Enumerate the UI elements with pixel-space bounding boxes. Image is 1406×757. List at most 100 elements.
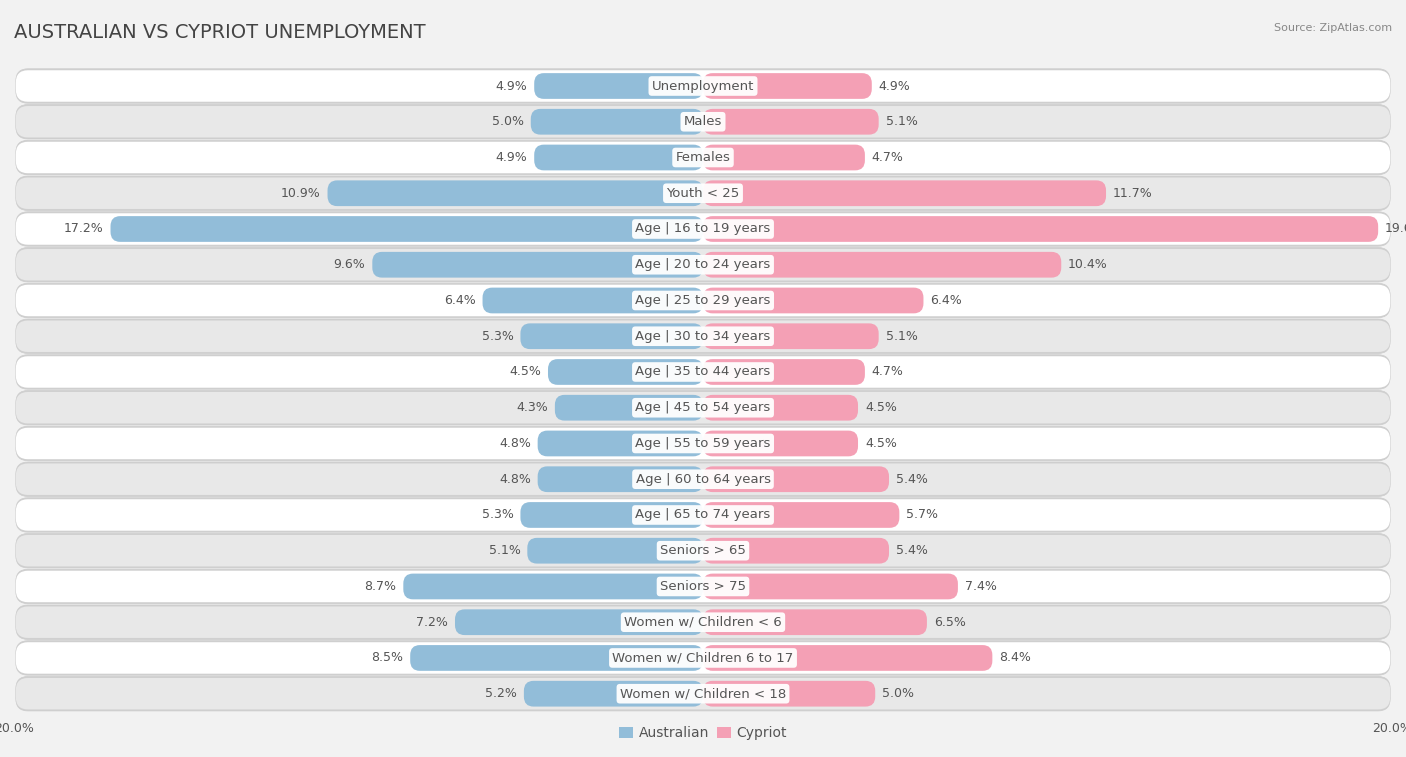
FancyBboxPatch shape — [15, 355, 1391, 389]
Text: 5.0%: 5.0% — [882, 687, 914, 700]
Text: Age | 20 to 24 years: Age | 20 to 24 years — [636, 258, 770, 271]
FancyBboxPatch shape — [703, 252, 1062, 278]
Text: 11.7%: 11.7% — [1114, 187, 1153, 200]
FancyBboxPatch shape — [703, 180, 1107, 206]
Text: 4.9%: 4.9% — [495, 151, 527, 164]
Text: 8.7%: 8.7% — [364, 580, 396, 593]
Text: Age | 45 to 54 years: Age | 45 to 54 years — [636, 401, 770, 414]
FancyBboxPatch shape — [703, 609, 927, 635]
FancyBboxPatch shape — [555, 395, 703, 421]
FancyBboxPatch shape — [15, 213, 1391, 245]
FancyBboxPatch shape — [703, 109, 879, 135]
Text: 5.3%: 5.3% — [482, 330, 513, 343]
FancyBboxPatch shape — [15, 285, 1391, 316]
Text: 5.2%: 5.2% — [485, 687, 517, 700]
FancyBboxPatch shape — [15, 571, 1391, 603]
FancyBboxPatch shape — [15, 319, 1391, 354]
FancyBboxPatch shape — [15, 500, 1391, 531]
FancyBboxPatch shape — [703, 645, 993, 671]
FancyBboxPatch shape — [15, 392, 1391, 423]
FancyBboxPatch shape — [15, 248, 1391, 282]
FancyBboxPatch shape — [456, 609, 703, 635]
FancyBboxPatch shape — [15, 569, 1391, 603]
FancyBboxPatch shape — [703, 681, 875, 706]
Text: 4.8%: 4.8% — [499, 437, 531, 450]
Text: 5.1%: 5.1% — [488, 544, 520, 557]
Text: 4.9%: 4.9% — [879, 79, 911, 92]
FancyBboxPatch shape — [534, 73, 703, 99]
Text: 5.0%: 5.0% — [492, 115, 524, 128]
FancyBboxPatch shape — [15, 357, 1391, 388]
Text: AUSTRALIAN VS CYPRIOT UNEMPLOYMENT: AUSTRALIAN VS CYPRIOT UNEMPLOYMENT — [14, 23, 426, 42]
FancyBboxPatch shape — [703, 431, 858, 456]
FancyBboxPatch shape — [703, 574, 957, 600]
Text: 4.5%: 4.5% — [865, 401, 897, 414]
FancyBboxPatch shape — [15, 106, 1391, 138]
Text: 4.8%: 4.8% — [499, 472, 531, 486]
Text: 4.3%: 4.3% — [516, 401, 548, 414]
FancyBboxPatch shape — [527, 538, 703, 563]
Text: Seniors > 75: Seniors > 75 — [659, 580, 747, 593]
FancyBboxPatch shape — [15, 283, 1391, 318]
FancyBboxPatch shape — [531, 109, 703, 135]
FancyBboxPatch shape — [520, 323, 703, 349]
Legend: Australian, Cypriot: Australian, Cypriot — [619, 726, 787, 740]
FancyBboxPatch shape — [15, 498, 1391, 532]
Text: 6.4%: 6.4% — [444, 294, 475, 307]
Text: 8.5%: 8.5% — [371, 652, 404, 665]
FancyBboxPatch shape — [703, 145, 865, 170]
FancyBboxPatch shape — [15, 249, 1391, 281]
Text: Source: ZipAtlas.com: Source: ZipAtlas.com — [1274, 23, 1392, 33]
FancyBboxPatch shape — [404, 574, 703, 600]
Text: 5.4%: 5.4% — [896, 472, 928, 486]
FancyBboxPatch shape — [411, 645, 703, 671]
FancyBboxPatch shape — [15, 140, 1391, 175]
FancyBboxPatch shape — [15, 462, 1391, 497]
Text: 6.5%: 6.5% — [934, 615, 966, 629]
FancyBboxPatch shape — [15, 176, 1391, 210]
FancyBboxPatch shape — [373, 252, 703, 278]
FancyBboxPatch shape — [15, 69, 1391, 103]
Text: 6.4%: 6.4% — [931, 294, 962, 307]
Text: Age | 65 to 74 years: Age | 65 to 74 years — [636, 509, 770, 522]
Text: Seniors > 65: Seniors > 65 — [659, 544, 747, 557]
Text: 4.7%: 4.7% — [872, 151, 904, 164]
FancyBboxPatch shape — [703, 323, 879, 349]
Text: 7.4%: 7.4% — [965, 580, 997, 593]
Text: Age | 25 to 29 years: Age | 25 to 29 years — [636, 294, 770, 307]
Text: 5.4%: 5.4% — [896, 544, 928, 557]
FancyBboxPatch shape — [703, 288, 924, 313]
FancyBboxPatch shape — [703, 502, 900, 528]
Text: 5.7%: 5.7% — [907, 509, 938, 522]
Text: Women w/ Children 6 to 17: Women w/ Children 6 to 17 — [613, 652, 793, 665]
Text: 4.5%: 4.5% — [865, 437, 897, 450]
FancyBboxPatch shape — [524, 681, 703, 706]
Text: Males: Males — [683, 115, 723, 128]
Text: 10.4%: 10.4% — [1069, 258, 1108, 271]
FancyBboxPatch shape — [703, 466, 889, 492]
Text: 8.4%: 8.4% — [1000, 652, 1031, 665]
Text: 5.3%: 5.3% — [482, 509, 513, 522]
FancyBboxPatch shape — [15, 428, 1391, 459]
FancyBboxPatch shape — [537, 431, 703, 456]
Text: Age | 35 to 44 years: Age | 35 to 44 years — [636, 366, 770, 378]
Text: 4.9%: 4.9% — [495, 79, 527, 92]
Text: 17.2%: 17.2% — [63, 223, 104, 235]
Text: Unemployment: Unemployment — [652, 79, 754, 92]
Text: 10.9%: 10.9% — [281, 187, 321, 200]
FancyBboxPatch shape — [15, 677, 1391, 711]
FancyBboxPatch shape — [15, 534, 1391, 568]
FancyBboxPatch shape — [703, 73, 872, 99]
Text: 19.6%: 19.6% — [1385, 223, 1406, 235]
FancyBboxPatch shape — [703, 395, 858, 421]
Text: Age | 16 to 19 years: Age | 16 to 19 years — [636, 223, 770, 235]
Text: 4.5%: 4.5% — [509, 366, 541, 378]
Text: 4.7%: 4.7% — [872, 366, 904, 378]
Text: Age | 30 to 34 years: Age | 30 to 34 years — [636, 330, 770, 343]
FancyBboxPatch shape — [15, 177, 1391, 209]
FancyBboxPatch shape — [15, 642, 1391, 674]
FancyBboxPatch shape — [15, 212, 1391, 246]
FancyBboxPatch shape — [15, 320, 1391, 352]
FancyBboxPatch shape — [15, 391, 1391, 425]
FancyBboxPatch shape — [520, 502, 703, 528]
